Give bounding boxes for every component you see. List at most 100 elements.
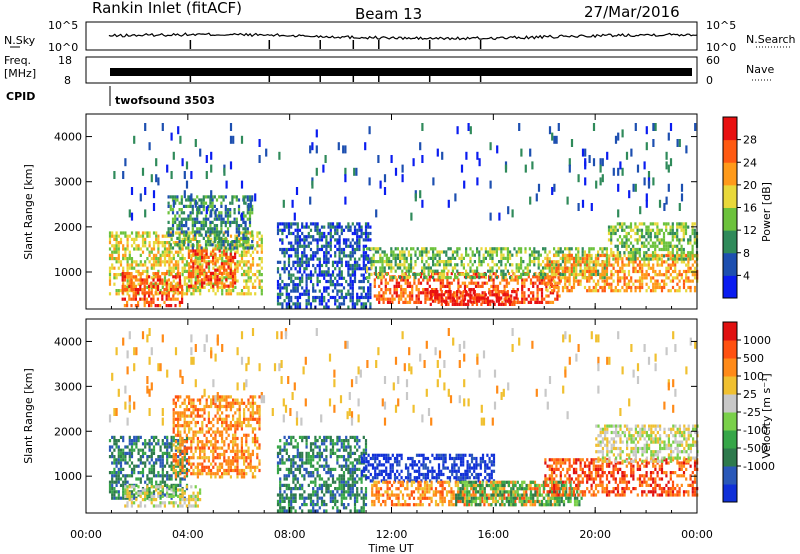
data-cell <box>669 241 672 245</box>
data-cell <box>141 250 145 254</box>
data-cell <box>497 290 501 294</box>
data-cell <box>174 417 177 421</box>
data-cell <box>229 243 232 247</box>
data-cell <box>209 233 212 237</box>
data-cell <box>251 233 254 237</box>
data-cell <box>156 304 159 308</box>
data-cell <box>119 477 123 481</box>
data-cell <box>154 304 157 308</box>
y-tick-label: 4000 <box>54 131 82 144</box>
data-cell <box>287 305 291 309</box>
data-cell <box>123 297 126 301</box>
data-cell <box>392 266 395 270</box>
data-cell <box>404 288 407 292</box>
data-cell <box>152 260 156 264</box>
data-cell <box>594 263 598 267</box>
data-cell <box>298 267 302 271</box>
data-cell <box>287 254 291 258</box>
data-cell <box>130 448 134 452</box>
data-cell <box>163 442 167 446</box>
data-cell <box>130 212 134 221</box>
data-cell <box>691 222 694 226</box>
data-cell <box>495 247 498 251</box>
data-cell <box>607 225 611 229</box>
data-cell <box>196 243 199 247</box>
data-cell <box>331 295 335 300</box>
data-cell <box>427 266 430 270</box>
data-cell <box>390 276 393 280</box>
data-cell <box>170 461 173 465</box>
data-cell <box>192 468 195 473</box>
data-cell <box>356 222 359 226</box>
data-cell <box>616 260 620 264</box>
data-cell <box>121 272 124 276</box>
data-cell <box>171 211 175 215</box>
data-cell <box>205 271 208 275</box>
data-cell <box>307 260 310 264</box>
data-cell <box>181 273 184 277</box>
data-cell <box>207 269 211 273</box>
data-cell <box>290 279 293 284</box>
data-cell <box>360 292 363 296</box>
data-cell <box>524 164 527 173</box>
data-cell <box>645 199 648 208</box>
data-cell <box>443 263 446 267</box>
data-cell <box>281 222 284 226</box>
data-cell <box>260 244 263 248</box>
data-cell <box>236 292 239 296</box>
data-cell <box>548 276 551 280</box>
data-cell <box>167 233 170 237</box>
data-cell <box>603 289 606 293</box>
data-cell <box>181 443 184 447</box>
data-cell <box>470 288 473 292</box>
data-cell <box>684 231 688 236</box>
data-cell <box>161 272 164 276</box>
data-cell <box>364 228 368 232</box>
data-cell <box>408 297 412 301</box>
data-cell <box>181 253 184 257</box>
data-cell <box>298 276 302 280</box>
data-cell <box>178 284 181 288</box>
data-cell <box>135 442 138 446</box>
data-cell <box>225 276 228 280</box>
data-cell <box>251 237 255 241</box>
data-cell <box>218 257 222 261</box>
data-cell <box>391 294 394 298</box>
data-cell <box>187 284 190 288</box>
data-cell <box>213 195 216 199</box>
data-cell <box>152 203 156 211</box>
data-cell <box>258 263 261 267</box>
data-cell <box>137 464 140 468</box>
data-cell <box>340 257 343 261</box>
data-cell <box>625 257 628 261</box>
data-cell <box>156 297 159 301</box>
data-cell <box>171 230 175 234</box>
data-cell <box>214 209 217 218</box>
data-cell <box>130 275 133 279</box>
data-cell <box>115 474 118 478</box>
data-cell <box>349 279 352 284</box>
data-cell <box>314 254 317 258</box>
data-cell <box>443 250 446 254</box>
data-cell <box>265 148 268 157</box>
data-cell <box>258 237 261 241</box>
data-cell <box>379 180 382 189</box>
data-cell <box>218 243 221 247</box>
data-cell <box>516 297 519 301</box>
data-cell <box>124 458 127 462</box>
data-cell <box>469 256 472 260</box>
data-cell <box>108 439 112 443</box>
data-cell <box>489 142 492 151</box>
data-cell <box>192 436 195 441</box>
data-cell <box>188 408 191 412</box>
data-cell <box>477 281 480 285</box>
data-cell <box>349 283 352 287</box>
data-cell <box>621 266 624 270</box>
data-cell <box>179 250 182 254</box>
data-cell <box>238 237 241 241</box>
colorbar-tick-label: 12 <box>743 224 757 237</box>
data-cell <box>210 209 213 218</box>
data-cell <box>476 250 479 254</box>
data-cell <box>174 198 177 202</box>
data-cell <box>182 233 186 237</box>
